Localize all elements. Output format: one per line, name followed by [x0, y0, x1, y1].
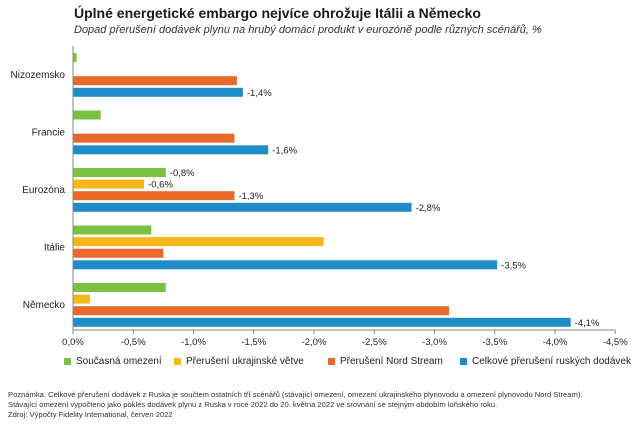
- chart-title: Úplné energetické embargo nejvíce ohrožu…: [74, 5, 481, 21]
- x-tick-label-6: -3,0%: [422, 337, 447, 348]
- chart-notes: Poznámka: Celkové přerušení dodávek z Ru…: [8, 390, 582, 421]
- x-tick-label-1: -0,5%: [121, 337, 146, 348]
- x-tick-label-3: -1,5%: [241, 337, 266, 348]
- bar-3-4: [73, 317, 571, 327]
- bar-1-2: [73, 179, 145, 189]
- x-tick-label-7: -3,5%: [482, 337, 507, 348]
- bar-0-0: [73, 53, 77, 62]
- bar-3-3: [73, 260, 498, 270]
- category-label-0: Nizozemsko: [11, 70, 66, 81]
- legend-item-2: Přerušení Nord Stream: [328, 356, 443, 367]
- bar-2-3: [73, 248, 164, 258]
- legend-label-0: Současná omezení: [76, 356, 162, 367]
- legend-label-3: Celkové přerušení ruských dodávek: [472, 356, 631, 367]
- legend-label-2: Přerušení Nord Stream: [340, 356, 443, 367]
- category-label-1: Francie: [32, 127, 66, 138]
- data-label-3-0: -1,4%: [247, 88, 272, 99]
- data-label-0-2: -0,8%: [170, 168, 195, 179]
- chart-legend: Současná omezení Přerušení ukrajinské vět…: [0, 356, 640, 370]
- bar-3-2: [73, 202, 412, 212]
- bar-2-1: [73, 133, 235, 143]
- data-label-3-1: -1,6%: [272, 145, 297, 156]
- bar-3-0: [73, 87, 243, 97]
- data-label-3-4: -4,1%: [575, 318, 600, 329]
- legend-item-3: Celkové přerušení ruských dodávek: [460, 356, 631, 367]
- bar-2-4: [73, 306, 449, 316]
- bar-0-4: [73, 283, 166, 292]
- bar-2-2: [73, 191, 235, 201]
- bar-0-2: [73, 168, 166, 177]
- note-line-2: Stávající omezení vypočteno jako pokles …: [8, 400, 498, 410]
- data-label-1-2: -0,6%: [148, 180, 173, 191]
- legend-label-1: Přerušení ukrajinské větve: [186, 356, 304, 367]
- note-line-1: Poznámka: Celkové přerušení dodávek z Ru…: [8, 390, 583, 399]
- x-tick-label-5: -2,5%: [362, 337, 387, 348]
- x-tick-label-2: -1,0%: [181, 337, 206, 348]
- category-label-2: Eurozóna: [22, 185, 65, 196]
- data-label-3-2: -2,8%: [416, 203, 441, 214]
- legend-swatch-1: [174, 358, 181, 365]
- x-tick-label-8: -4,0%: [543, 337, 568, 348]
- bar-0-1: [73, 110, 101, 120]
- category-label-4: Německo: [23, 300, 66, 311]
- bar-chart: -1,4% Nizozemsko -1,6% Francie -0,8%-0,6% -1,…: [11, 46, 628, 348]
- bar-3-1: [73, 145, 269, 155]
- legend-item-0: Současná omezení: [64, 356, 162, 367]
- data-label-3-3: -3,5%: [501, 260, 526, 271]
- x-tick-label-9: -4,5%: [603, 337, 628, 348]
- chart-subtitle: Dopad přerušení dodávek plynu na hrubý d…: [74, 24, 542, 36]
- bar-1-3: [73, 237, 324, 247]
- legend-swatch-2: [328, 358, 335, 365]
- data-label-2-2: -1,3%: [238, 191, 263, 202]
- bar-2-0: [73, 76, 237, 86]
- x-tick-label-0: 0,0%: [62, 337, 84, 348]
- bar-1-4: [73, 294, 90, 304]
- note-line-3: Zdroj: Výpočty Fidelity International, č…: [8, 410, 173, 420]
- legend-item-1: Přerušení ukrajinské větve: [174, 356, 304, 367]
- x-tick-label-4: -2,0%: [302, 337, 327, 348]
- category-label-3: Itálie: [44, 242, 66, 253]
- legend-swatch-0: [64, 358, 71, 365]
- legend-swatch-3: [460, 358, 467, 365]
- bar-0-3: [73, 225, 152, 235]
